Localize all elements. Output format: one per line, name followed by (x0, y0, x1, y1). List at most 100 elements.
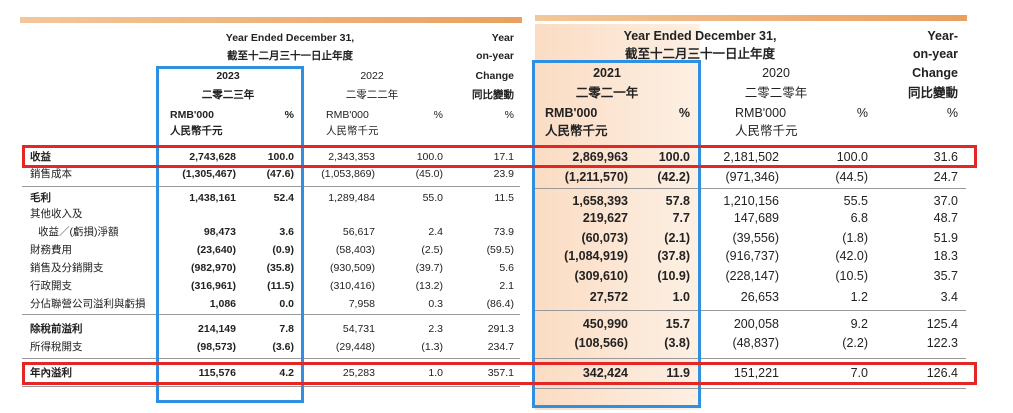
cell: 25,283 (342, 366, 375, 379)
cell: 54,731 (342, 322, 375, 335)
cell: 357.1 (487, 366, 514, 379)
cell: 115,576 (198, 366, 236, 379)
cell: 4.2 (279, 366, 294, 379)
rule (22, 386, 520, 387)
period-title: Year Ended December 31, (225, 31, 355, 44)
cell: 214,149 (198, 322, 236, 335)
cell: 2.3 (428, 322, 443, 335)
cell: 51.9 (933, 230, 958, 245)
cell: 2,743,628 (189, 150, 236, 163)
column-unit-zh: 人民幣千元 (326, 124, 379, 137)
change-header: on-year (476, 49, 514, 62)
cell: (10.5) (835, 268, 868, 283)
cell: 11.5 (494, 191, 514, 204)
cell: (309,610) (574, 268, 628, 283)
highlight-column (535, 24, 700, 410)
cell: (10.9) (657, 268, 690, 283)
cell: (1.8) (842, 230, 868, 245)
cell: 100.0 (836, 149, 868, 164)
period-title-zh: 截至十二月三十一日止年度 (624, 46, 776, 61)
period-title-zh: 截至十二月三十一日止年度 (227, 49, 353, 62)
highlight-box (156, 66, 304, 403)
change-header: 同比變動 (907, 85, 958, 100)
cell: 200,058 (733, 316, 779, 331)
cell: (228,147) (725, 268, 779, 283)
cell: (3.8) (664, 335, 690, 350)
cell: (930,509) (330, 261, 375, 274)
cell: (48,837) (732, 335, 779, 350)
cell: 23.9 (493, 167, 514, 180)
cell: (310,416) (330, 279, 375, 292)
cell: (2.2) (842, 335, 868, 350)
cell: 31.6 (933, 149, 958, 164)
cell: 342,424 (582, 365, 628, 380)
cell: 100.0 (416, 150, 443, 163)
cell: 56,617 (342, 225, 375, 238)
cell: 1,438,161 (189, 191, 236, 204)
cell: 1,086 (209, 297, 236, 310)
period-title: Year Ended December 31, (623, 28, 777, 43)
row-label: 除稅前溢利 (30, 322, 83, 335)
cell: 100.0 (267, 150, 294, 163)
cell: (1,084,919) (564, 248, 628, 263)
row-label: 銷售成本 (30, 167, 72, 180)
change-header: on-year (912, 46, 958, 61)
cell: (23,640) (196, 243, 236, 256)
cell: 6.8 (850, 210, 868, 225)
column-unit-zh: 人民幣千元 (735, 123, 798, 138)
cell: 55.0 (422, 191, 443, 204)
cell: (13.2) (415, 279, 443, 292)
row-label: 收益 (30, 150, 51, 163)
column-unit-zh: 人民幣千元 (170, 124, 223, 137)
cell: 147,689 (733, 210, 779, 225)
cell: (35.8) (266, 261, 294, 274)
cell: 73.9 (493, 225, 514, 238)
cell: (2.5) (421, 243, 443, 256)
cell: 26,653 (740, 289, 779, 304)
column-pct: % (856, 105, 868, 120)
cell: (0.9) (272, 243, 294, 256)
cell: 2,181,502 (723, 149, 779, 164)
cell: 35.7 (933, 268, 958, 283)
cell: 48.7 (933, 210, 958, 225)
cell: (47.6) (266, 167, 294, 180)
row-label: 其他收入及 (30, 207, 83, 220)
column-year: 2023 (216, 69, 240, 82)
highlight-box (532, 60, 701, 408)
cell: 2.4 (428, 225, 443, 238)
column-pct: % (678, 105, 690, 120)
cell: (2.1) (664, 230, 690, 245)
column-unit: RMB'000 (735, 105, 787, 120)
change-unit: % (946, 105, 958, 120)
change-header: Year- (927, 28, 958, 43)
cell: 1.2 (850, 289, 868, 304)
change-header: Year (491, 31, 514, 44)
column-unit-zh: 人民幣千元 (545, 123, 608, 138)
cell: 2,343,353 (328, 150, 375, 163)
cell: 1.0 (428, 366, 443, 379)
change-header: 同比變動 (472, 88, 514, 101)
cell: 1.0 (672, 289, 690, 304)
column-pct: % (284, 108, 294, 121)
cell: 1,210,156 (723, 193, 779, 208)
cell: (1,305,467) (182, 167, 236, 180)
column-year-zh: 二零二二年 (345, 88, 399, 101)
cell: 18.3 (933, 248, 958, 263)
cell: 5.6 (499, 261, 514, 274)
cell: (1,211,570) (564, 169, 628, 184)
cell: 11.9 (666, 365, 690, 380)
cell: (37.8) (657, 248, 690, 263)
cell: (42.0) (835, 248, 868, 263)
cell: (29,448) (335, 340, 375, 353)
rule (535, 358, 966, 359)
cell: (971,346) (725, 169, 779, 184)
cell: 9.2 (850, 316, 868, 331)
rule (535, 388, 966, 389)
column-year: 2022 (360, 69, 384, 82)
column-year: 2021 (593, 65, 621, 80)
cell: (39,556) (732, 230, 779, 245)
change-header: Change (475, 69, 514, 82)
cell: (58,403) (335, 243, 375, 256)
cell: (60,073) (581, 230, 628, 245)
rule (535, 188, 966, 189)
